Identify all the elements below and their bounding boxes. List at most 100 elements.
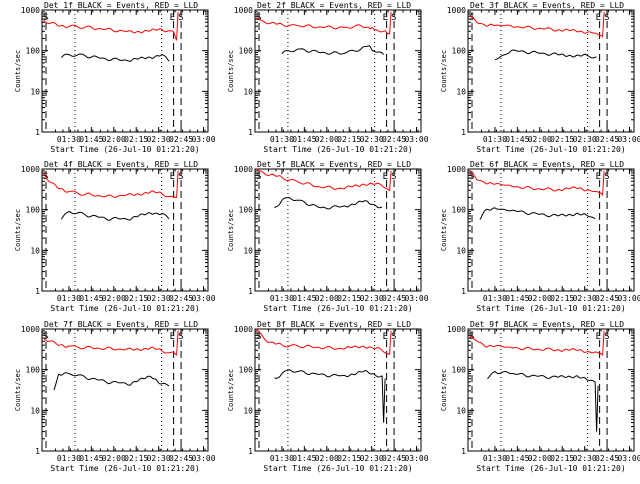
x-tick-label: 02:45 <box>382 454 406 463</box>
marker-label-s: S <box>391 332 396 342</box>
x-tick-label: 02:15 <box>124 135 148 144</box>
x-tick-label: 02:30 <box>573 294 597 303</box>
y-tick-label: 100 <box>26 366 41 375</box>
y-tick-label: 1 <box>461 287 466 296</box>
marker-label-start-s: S <box>256 13 261 23</box>
x-tick-label: 01:30 <box>483 135 507 144</box>
y-axis-label: Counts/sec <box>14 369 22 411</box>
marker-label-e: E <box>170 13 175 23</box>
x-tick-label: 02:15 <box>337 294 361 303</box>
marker-label-e: E <box>383 13 388 23</box>
x-tick-label: 02:45 <box>382 294 406 303</box>
plot-frame <box>467 9 635 133</box>
marker-label-e: E <box>596 332 601 342</box>
x-tick-label: 02:30 <box>360 454 384 463</box>
y-tick-label: 1000 <box>234 325 253 334</box>
panel-title: Det 8f BLACK = Events, RED = LLD <box>257 320 411 329</box>
y-tick-label: 1 <box>461 447 466 456</box>
lld-series-line <box>43 330 179 356</box>
y-tick-label: 10 <box>456 406 466 415</box>
lld-series-line <box>256 168 392 192</box>
x-tick-label: 03:00 <box>617 294 640 303</box>
events-series-line <box>274 197 383 210</box>
panel-title: Det 1f BLACK = Events, RED = LLD <box>44 1 198 10</box>
x-tick-label: 01:30 <box>270 454 294 463</box>
x-tick-label: 01:30 <box>483 454 507 463</box>
x-tick-label: 02:15 <box>124 294 148 303</box>
panel-title: Det 4f BLACK = Events, RED = LLD <box>44 160 198 169</box>
marker-label-e: E <box>170 332 175 342</box>
marker-label-start-s: S <box>256 172 261 182</box>
marker-label-e: E <box>383 332 388 342</box>
x-tick-label: 02:45 <box>169 294 193 303</box>
x-tick-label: 01:30 <box>57 454 81 463</box>
x-tick-label: 03:00 <box>404 454 428 463</box>
x-tick-label: 03:00 <box>617 454 640 463</box>
x-tick-label: 01:45 <box>79 135 103 144</box>
x-tick-label: 02:00 <box>102 454 126 463</box>
plot-frame <box>467 328 635 452</box>
y-tick-label: 1000 <box>234 165 253 174</box>
x-axis-label: Start Time (26-Jul-10 01:21:20) <box>476 145 625 154</box>
events-series-line <box>61 53 170 62</box>
x-tick-label: 01:30 <box>270 135 294 144</box>
plot-frame <box>41 9 209 133</box>
x-tick-label: 01:45 <box>292 294 316 303</box>
detector-panel-5: Det 5f BLACK = Events, RED = LLD 1 10 100 10… <box>227 160 429 313</box>
y-axis-label: Counts/sec <box>440 209 448 251</box>
x-axis-label: Start Time (26-Jul-10 01:21:20) <box>476 464 625 473</box>
x-tick-label: 02:30 <box>147 454 171 463</box>
marker-label-s: S <box>604 332 609 342</box>
marker-label-s: S <box>178 332 183 342</box>
plot-frame <box>254 328 422 452</box>
panel-title: Det 6f BLACK = Events, RED = LLD <box>470 160 624 169</box>
x-axis-label: Start Time (26-Jul-10 01:21:20) <box>263 304 412 313</box>
x-tick-label: 02:30 <box>573 454 597 463</box>
events-series-line <box>479 207 596 220</box>
x-tick-label: 02:00 <box>315 135 339 144</box>
y-tick-label: 10 <box>243 246 253 255</box>
events-series-line <box>281 45 384 55</box>
x-tick-label: 02:45 <box>595 454 619 463</box>
x-axis-label: Start Time (26-Jul-10 01:21:20) <box>476 304 625 313</box>
panel-title: Det 9f BLACK = Events, RED = LLD <box>470 320 624 329</box>
y-tick-label: 1 <box>461 128 466 137</box>
y-tick-label: 1000 <box>21 325 40 334</box>
detector-panel-9: Det 9f BLACK = Events, RED = LLD 1 10 100 10… <box>440 320 640 473</box>
x-tick-label: 01:45 <box>505 135 529 144</box>
detector-panel-1: Det 1f BLACK = Events, RED = LLD 1 10 100 10… <box>14 1 216 154</box>
y-tick-label: 100 <box>26 206 41 215</box>
y-tick-label: 1000 <box>21 165 40 174</box>
marker-label-start-s: S <box>469 13 474 23</box>
y-axis-label: Counts/sec <box>440 50 448 92</box>
lld-series-line <box>43 11 179 41</box>
detector-panel-2: Det 2f BLACK = Events, RED = LLD 1 10 100 10… <box>227 1 429 154</box>
y-axis-label: Counts/sec <box>227 369 235 411</box>
marker-label-start-s: S <box>43 332 48 342</box>
x-tick-label: 03:00 <box>191 135 215 144</box>
y-axis-label: Counts/sec <box>227 209 235 251</box>
plot-frame <box>467 168 635 292</box>
y-axis-label: Counts/sec <box>440 369 448 411</box>
x-tick-label: 01:45 <box>292 135 316 144</box>
x-tick-label: 02:15 <box>550 135 574 144</box>
y-tick-label: 100 <box>26 47 41 56</box>
y-axis-label: Counts/sec <box>14 209 22 251</box>
events-series-line <box>274 369 386 423</box>
y-tick-label: 1 <box>248 287 253 296</box>
x-axis-label: Start Time (26-Jul-10 01:21:20) <box>50 304 199 313</box>
panel-title: Det 2f BLACK = Events, RED = LLD <box>257 1 411 10</box>
x-tick-label: 02:45 <box>169 454 193 463</box>
x-tick-label: 02:00 <box>315 454 339 463</box>
y-tick-label: 10 <box>30 87 40 96</box>
marker-label-s: S <box>604 13 609 23</box>
x-tick-label: 02:00 <box>102 135 126 144</box>
x-tick-label: 02:15 <box>337 454 361 463</box>
x-tick-label: 01:45 <box>505 454 529 463</box>
y-tick-label: 10 <box>456 87 466 96</box>
x-tick-label: 03:00 <box>617 135 640 144</box>
detector-panel-7: Det 7f BLACK = Events, RED = LLD 1 10 100 10… <box>14 320 216 473</box>
x-axis-label: Start Time (26-Jul-10 01:21:20) <box>263 464 412 473</box>
x-tick-label: 02:00 <box>528 454 552 463</box>
